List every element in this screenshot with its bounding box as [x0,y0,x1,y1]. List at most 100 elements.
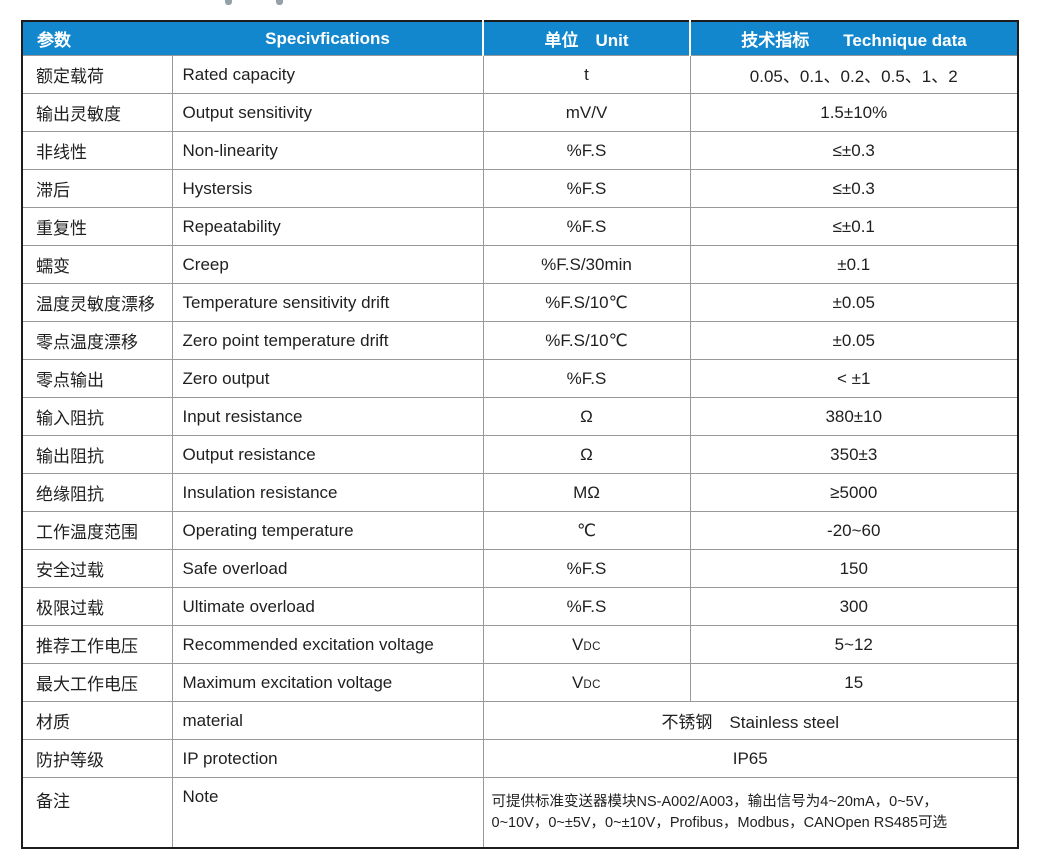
spec-row: 极限过载 Ultimate overload %F.S 300 [21,587,1019,626]
spec-row: 输出灵敏度 Output sensitivity mV/V 1.5±10% [21,93,1019,132]
param-name-zh-cell: 备注 [21,777,173,849]
spec-row: 滞后 Hystersis %F.S ≤±0.3 [21,169,1019,208]
param-name-zh-cell: 输入阻抗 [21,397,173,436]
spec-row: 零点输出 Zero output %F.S < ±1 [21,359,1019,398]
value-cell: ±0.05 [689,283,1019,322]
unit-cell: %F.S/30min [482,245,691,284]
value-cell: ≤±0.3 [689,169,1019,208]
spec-table: 参数 Specivfications 单位 Unit 技术指标 Techniqu… [21,20,1019,849]
value-cell: ±0.05 [689,321,1019,360]
unit-cell: %F.S [482,207,691,246]
unit-subscript: DC [583,640,601,653]
unit-cell: VDC [482,663,691,702]
param-name-zh-cell: 重复性 [21,207,173,246]
spec-row: 输入阻抗 Input resistance Ω 380±10 [21,397,1019,436]
param-name-zh-cell: 防护等级 [21,739,173,778]
spec-row: 最大工作电压 Maximum excitation voltage VDC 15 [21,663,1019,702]
spec-row: 温度灵敏度漂移 Temperature sensitivity drift %F.S… [21,283,1019,322]
header-label-specifications: Specivfications [265,28,390,48]
value-cell: 5~12 [689,625,1019,664]
param-name-en-cell: Recommended excitation voltage [171,625,484,664]
value-cell: 300 [689,587,1019,626]
value-cell: ≥5000 [689,473,1019,512]
header-row: 参数 Specivfications 单位 Unit 技术指标 Techniqu… [22,21,1018,56]
param-name-zh-cell: 推荐工作电压 [21,625,173,664]
unit-cell: Ω [482,435,691,474]
unit-cell: ℃ [482,511,691,550]
param-name-zh-cell: 蠕变 [21,245,173,284]
param-name-zh-cell: 绝缘阻抗 [21,473,173,512]
spec-row: 额定载荷 Rated capacity t 0.05、0.1、0.2、0.5、1、2 [21,55,1019,94]
param-name-en-cell: Insulation resistance [171,473,484,512]
value-cell: 380±10 [689,397,1019,436]
param-name-zh-cell: 零点温度漂移 [21,321,173,360]
param-name-en-cell: Repeatability [171,207,484,246]
param-name-en-cell: Zero point temperature drift [171,321,484,360]
param-name-zh-cell: 材质 [21,701,173,740]
spec-row: 材质 material 不锈钢 Stainless steel [21,701,1019,740]
unit-cell: VDC [482,625,691,664]
value-cell: 150 [689,549,1019,588]
param-name-en-cell: Rated capacity [171,55,484,94]
param-name-en-cell: Note [171,777,484,849]
value-cell: -20~60 [689,511,1019,550]
value-cell: ≤±0.1 [689,207,1019,246]
param-name-en-cell: Maximum excitation voltage [171,663,484,702]
unit-main: V [572,672,584,692]
unit-cell: %F.S [482,169,691,208]
param-name-zh-cell: 输出阻抗 [21,435,173,474]
param-name-zh-cell: 非线性 [21,131,173,170]
value-cell: 0.05、0.1、0.2、0.5、1、2 [689,55,1019,94]
cropped-text-artifact [225,0,232,5]
value-cell: ≤±0.3 [689,131,1019,170]
param-name-en-cell: Creep [171,245,484,284]
unit-main: V [572,634,584,654]
unit-cell: %F.S/10℃ [482,321,691,360]
unit-subscript: DC [583,678,601,691]
param-name-zh-cell: 安全过载 [21,549,173,588]
param-name-en-cell: Hystersis [171,169,484,208]
spec-row: 备注 Note 可提供标准变送器模块NS-A002/A003，输出信号为4~20mA… [21,777,1019,849]
cropped-text-artifact [276,0,283,5]
param-name-en-cell: Output sensitivity [171,93,484,132]
param-name-en-cell: Output resistance [171,435,484,474]
spec-row: 工作温度范围 Operating temperature ℃ -20~60 [21,511,1019,550]
unit-cell: %F.S [482,359,691,398]
unit-cell: t [482,55,691,94]
unit-cell: %F.S [482,549,691,588]
param-name-en-cell: IP protection [171,739,484,778]
header-cell-unit: 单位 Unit [482,21,690,56]
unit-cell: MΩ [482,473,691,512]
header-cell-technique-data: 技术指标 Technique data [689,21,1018,56]
spec-row: 重复性 Repeatability %F.S ≤±0.1 [21,207,1019,246]
spec-row: 零点温度漂移 Zero point temperature drift %F.S/1… [21,321,1019,360]
param-name-zh-cell: 温度灵敏度漂移 [21,283,173,322]
value-cell: 350±3 [689,435,1019,474]
spec-row: 蠕变 Creep %F.S/30min ±0.1 [21,245,1019,284]
param-name-en-cell: Operating temperature [171,511,484,550]
spec-table-body: 额定载荷 Rated capacity t 0.05、0.1、0.2、0.5、1、2 输… [21,55,1019,849]
value-cell: < ±1 [689,359,1019,398]
spec-table-header: 参数 Specivfications 单位 Unit 技术指标 Techniqu… [22,21,1018,56]
param-name-en-cell: Safe overload [171,549,484,588]
note-line: 0~10V，0~±5V，0~±10V，Profibus，Modbus，CANOp… [491,814,948,831]
value-cell: ±0.1 [689,245,1019,284]
param-name-zh-cell: 额定载荷 [21,55,173,94]
unit-cell: %F.S [482,131,691,170]
param-name-zh-cell: 最大工作电压 [21,663,173,702]
merged-value-cell: IP65 [482,739,1019,778]
param-name-en-cell: Temperature sensitivity drift [171,283,484,322]
spec-row: 推荐工作电压 Recommended excitation voltage VDC 5… [21,625,1019,664]
unit-cell: Ω [482,397,691,436]
param-name-zh-cell: 极限过载 [21,587,173,626]
param-name-en-cell: Input resistance [171,397,484,436]
unit-cell: %F.S/10℃ [482,283,691,322]
param-name-en-cell: Zero output [171,359,484,398]
unit-cell: mV/V [482,93,691,132]
param-name-zh-cell: 滞后 [21,169,173,208]
value-cell: 1.5±10% [689,93,1019,132]
param-name-en-cell: Non-linearity [171,131,484,170]
param-name-zh-cell: 输出灵敏度 [21,93,173,132]
spec-row: 绝缘阻抗 Insulation resistance MΩ ≥5000 [21,473,1019,512]
merged-value-cell: 不锈钢 Stainless steel [482,701,1019,740]
